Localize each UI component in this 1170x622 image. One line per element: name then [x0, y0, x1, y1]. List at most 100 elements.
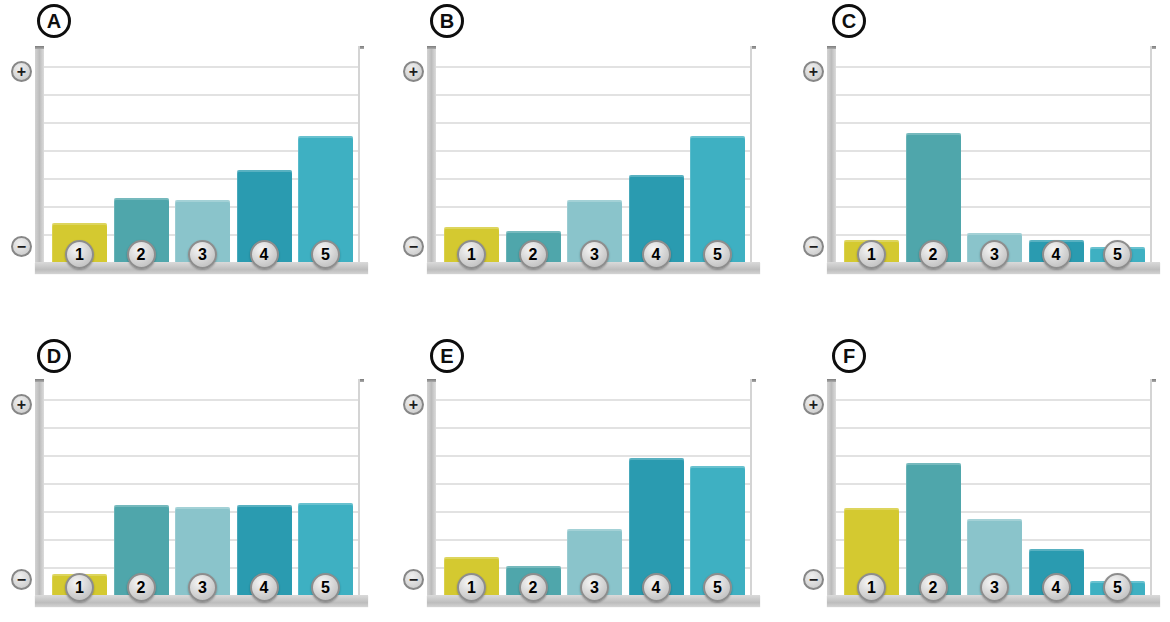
plot-area: 12345: [436, 46, 752, 262]
gridline: [836, 122, 1150, 124]
gridline: [44, 66, 358, 68]
bar-number-badge: 5: [311, 240, 340, 269]
gridline: [436, 427, 750, 429]
y-axis: [427, 46, 436, 262]
bar-number-badge: 1: [65, 240, 94, 269]
gridline: [44, 94, 358, 96]
panel-letter: E: [440, 346, 453, 366]
gridline: [44, 427, 358, 429]
panel-letter-badge: A: [37, 4, 71, 38]
chart-panel-D: D + − 12345: [0, 311, 390, 622]
panel-letter: B: [440, 11, 454, 31]
chart-panel-A: A + − 12345: [0, 0, 390, 311]
gridline: [836, 150, 1150, 152]
plus-icon: +: [803, 61, 824, 82]
bar-number-badge: 2: [519, 240, 548, 269]
panel-letter-badge: E: [430, 339, 464, 373]
gridline: [836, 483, 1150, 485]
gridline: [436, 66, 750, 68]
panel-letter-badge: F: [832, 339, 866, 373]
bar-number-badge: 3: [580, 573, 609, 602]
gridline: [44, 455, 358, 457]
panel-letter-badge: D: [37, 339, 71, 373]
bar-number-badge: 4: [642, 573, 671, 602]
bar-number-badge: 1: [457, 240, 486, 269]
plot-area: 12345: [836, 46, 1152, 262]
gridline: [436, 399, 750, 401]
bar-number-badge: 2: [919, 573, 948, 602]
minus-icon: −: [803, 569, 824, 590]
y-axis: [827, 46, 836, 262]
minus-icon: −: [403, 569, 424, 590]
bar-number-badge: 1: [457, 573, 486, 602]
bar-number-badge: 4: [1042, 573, 1071, 602]
gridline: [44, 483, 358, 485]
plot-area: 12345: [44, 379, 360, 595]
gridline: [836, 399, 1150, 401]
gridline: [836, 94, 1150, 96]
bar-number-badge: 3: [580, 240, 609, 269]
minus-icon: −: [403, 236, 424, 257]
bar-number-badge: 2: [127, 573, 156, 602]
bar-chart: + − 12345: [792, 46, 1164, 278]
panel-letter: C: [842, 11, 856, 31]
plus-icon: +: [403, 61, 424, 82]
bar-number-badge: 5: [311, 573, 340, 602]
panel-letter: A: [47, 11, 61, 31]
bar-number-badge: 4: [250, 573, 279, 602]
chart-panel-E: E + − 12345: [390, 311, 780, 622]
bar-number-badge: 2: [519, 573, 548, 602]
six-panel-bar-chart-figure: A + − 12345 B + − 12345 C + −: [0, 0, 1170, 622]
gridline: [836, 178, 1150, 180]
minus-icon: −: [11, 236, 32, 257]
bar-number-badge: 3: [188, 573, 217, 602]
bar-number-badge: 4: [642, 240, 671, 269]
bar-chart: + − 12345: [0, 46, 372, 278]
gridline: [436, 94, 750, 96]
bar-number-badge: 2: [127, 240, 156, 269]
panel-letter-badge: C: [832, 4, 866, 38]
bar-number-badge: 5: [1103, 573, 1132, 602]
y-axis: [35, 46, 44, 262]
bar-chart: + − 12345: [0, 379, 372, 611]
bar-number-badge: 3: [980, 573, 1009, 602]
y-axis: [427, 379, 436, 595]
bar-number-badge: 4: [1042, 240, 1071, 269]
gridline: [436, 455, 750, 457]
bar-number-badge: 2: [919, 240, 948, 269]
bar-number-badge: 5: [703, 573, 732, 602]
bar-number-badge: 1: [857, 573, 886, 602]
gridline: [836, 427, 1150, 429]
bar-number-badge: 4: [250, 240, 279, 269]
plus-icon: +: [11, 61, 32, 82]
bar-chart: + − 12345: [392, 379, 764, 611]
minus-icon: −: [803, 236, 824, 257]
gridline: [836, 206, 1150, 208]
bar-number-badge: 1: [65, 573, 94, 602]
panel-letter: F: [843, 346, 855, 366]
gridline: [44, 122, 358, 124]
bar-number-badge: 5: [703, 240, 732, 269]
panel-letter-badge: B: [430, 4, 464, 38]
bar-number-badge: 3: [980, 240, 1009, 269]
chart-panel-C: C + − 12345: [780, 0, 1170, 311]
plot-area: 12345: [836, 379, 1152, 595]
bar-number-badge: 5: [1103, 240, 1132, 269]
bar-number-badge: 3: [188, 240, 217, 269]
chart-panel-F: F + − 12345: [780, 311, 1170, 622]
bar-number-badge: 1: [857, 240, 886, 269]
gridline: [436, 122, 750, 124]
bar-chart: + − 12345: [792, 379, 1164, 611]
y-axis: [35, 379, 44, 595]
chart-panel-B: B + − 12345: [390, 0, 780, 311]
gridline: [836, 66, 1150, 68]
minus-icon: −: [11, 569, 32, 590]
bar-chart: + − 12345: [392, 46, 764, 278]
plus-icon: +: [803, 394, 824, 415]
gridline: [44, 399, 358, 401]
plus-icon: +: [403, 394, 424, 415]
plot-area: 12345: [436, 379, 752, 595]
plot-area: 12345: [44, 46, 360, 262]
gridline: [836, 455, 1150, 457]
plus-icon: +: [11, 394, 32, 415]
